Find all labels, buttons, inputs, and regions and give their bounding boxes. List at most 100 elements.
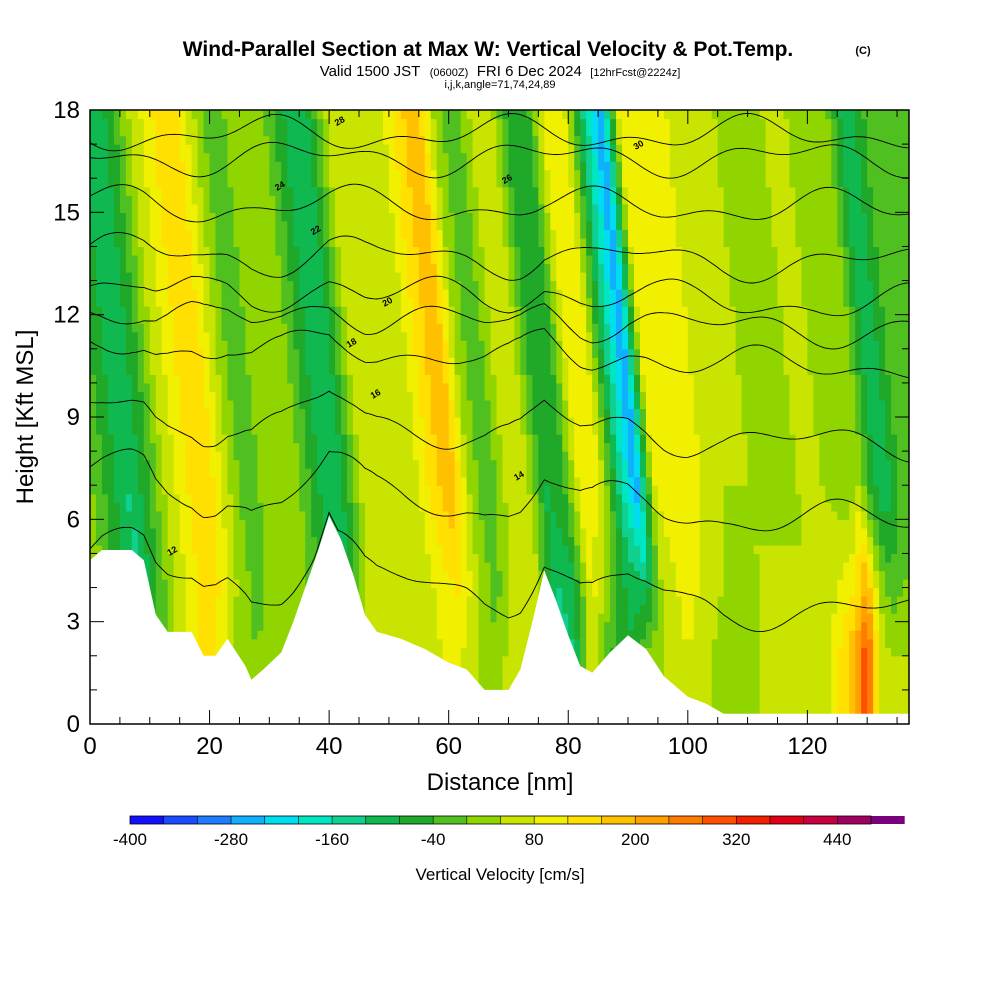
velocity-cell xyxy=(245,442,253,452)
velocity-cell xyxy=(125,203,133,213)
velocity-cell xyxy=(305,323,312,333)
velocity-cell xyxy=(155,357,163,367)
velocity-cell xyxy=(490,519,498,529)
velocity-cell xyxy=(287,169,294,179)
velocity-cell xyxy=(215,237,223,248)
velocity-cell xyxy=(281,254,288,265)
velocity-cell xyxy=(293,604,300,614)
velocity-cell xyxy=(215,544,223,555)
velocity-cell xyxy=(394,468,402,478)
velocity-cell xyxy=(107,263,115,273)
velocity-cell xyxy=(430,485,438,495)
velocity-cell xyxy=(149,527,157,537)
velocity-cell xyxy=(287,417,294,427)
velocity-cell xyxy=(275,195,282,205)
velocity-cell xyxy=(442,459,450,469)
velocity-cell xyxy=(191,340,199,350)
velocity-cell xyxy=(281,621,288,631)
velocity-cell xyxy=(311,237,318,248)
velocity-cell xyxy=(496,246,504,256)
velocity-cell xyxy=(257,220,264,230)
velocity-cell xyxy=(418,399,426,410)
velocity-cell xyxy=(323,272,330,282)
velocity-cell xyxy=(412,229,420,239)
velocity-cell xyxy=(478,399,486,410)
velocity-cell xyxy=(359,135,366,145)
velocity-cell xyxy=(388,212,396,222)
velocity-cell xyxy=(460,220,468,230)
velocity-cell xyxy=(412,135,420,145)
velocity-cell xyxy=(388,348,396,358)
velocity-cell xyxy=(299,144,306,154)
velocity-cell xyxy=(215,306,223,316)
velocity-cell xyxy=(370,493,378,503)
velocity-cell xyxy=(90,212,97,222)
velocity-cell xyxy=(233,459,241,469)
velocity-cell xyxy=(436,638,444,648)
velocity-cell xyxy=(179,374,187,384)
velocity-cell xyxy=(119,348,127,358)
velocity-cell xyxy=(496,110,504,120)
velocity-cell xyxy=(460,442,468,452)
velocity-cell xyxy=(329,263,336,273)
velocity-cell xyxy=(131,425,139,435)
velocity-cell xyxy=(341,331,348,341)
velocity-cell xyxy=(484,664,492,674)
velocity-cell xyxy=(131,314,139,324)
velocity-cell xyxy=(90,408,97,418)
velocity-cell xyxy=(131,212,139,222)
velocity-cell xyxy=(299,502,306,512)
velocity-cell xyxy=(478,672,486,682)
velocity-cell xyxy=(269,348,276,358)
velocity-cell xyxy=(263,152,270,162)
velocity-cell xyxy=(185,425,193,435)
velocity-cell xyxy=(215,408,223,418)
velocity-cell xyxy=(442,613,450,623)
velocity-cell xyxy=(394,272,402,282)
velocity-cell xyxy=(490,391,498,401)
velocity-cell xyxy=(137,519,145,529)
velocity-cell xyxy=(329,374,336,384)
velocity-cell xyxy=(197,493,205,503)
velocity-cell xyxy=(502,647,510,657)
velocity-cell xyxy=(215,570,223,580)
velocity-cell xyxy=(406,323,414,333)
velocity-cell xyxy=(472,621,480,631)
velocity-cell xyxy=(341,306,348,316)
velocity-cell xyxy=(245,408,253,418)
velocity-cell xyxy=(370,553,378,563)
velocity-cell xyxy=(394,220,402,230)
velocity-cell xyxy=(394,621,402,631)
velocity-cell xyxy=(245,237,253,248)
velocity-cell xyxy=(131,391,139,401)
velocity-cell xyxy=(215,161,223,171)
velocity-cell xyxy=(430,502,438,512)
velocity-cell xyxy=(436,331,444,341)
velocity-cell xyxy=(406,195,414,205)
velocity-cell xyxy=(233,169,241,179)
velocity-cell xyxy=(341,229,348,239)
velocity-cell xyxy=(341,314,348,324)
velocity-cell xyxy=(90,348,97,358)
velocity-cell xyxy=(95,161,103,171)
velocity-cell xyxy=(478,331,486,341)
velocity-cell xyxy=(353,570,360,580)
velocity-cell xyxy=(143,468,151,478)
velocity-cell xyxy=(233,237,241,248)
velocity-cell xyxy=(335,323,342,333)
velocity-cell xyxy=(299,579,306,589)
velocity-cell xyxy=(335,451,342,461)
velocity-cell xyxy=(167,297,175,307)
velocity-cell xyxy=(418,331,426,341)
velocity-cell xyxy=(376,544,384,555)
velocity-cell xyxy=(227,186,235,196)
velocity-cell xyxy=(131,229,139,239)
velocity-cell xyxy=(323,348,330,358)
velocity-cell xyxy=(317,374,324,384)
velocity-cell xyxy=(394,425,402,435)
velocity-cell xyxy=(131,127,139,137)
velocity-cell xyxy=(353,118,360,128)
velocity-cell xyxy=(478,527,486,537)
velocity-cell xyxy=(418,169,426,179)
velocity-cell xyxy=(424,536,432,546)
